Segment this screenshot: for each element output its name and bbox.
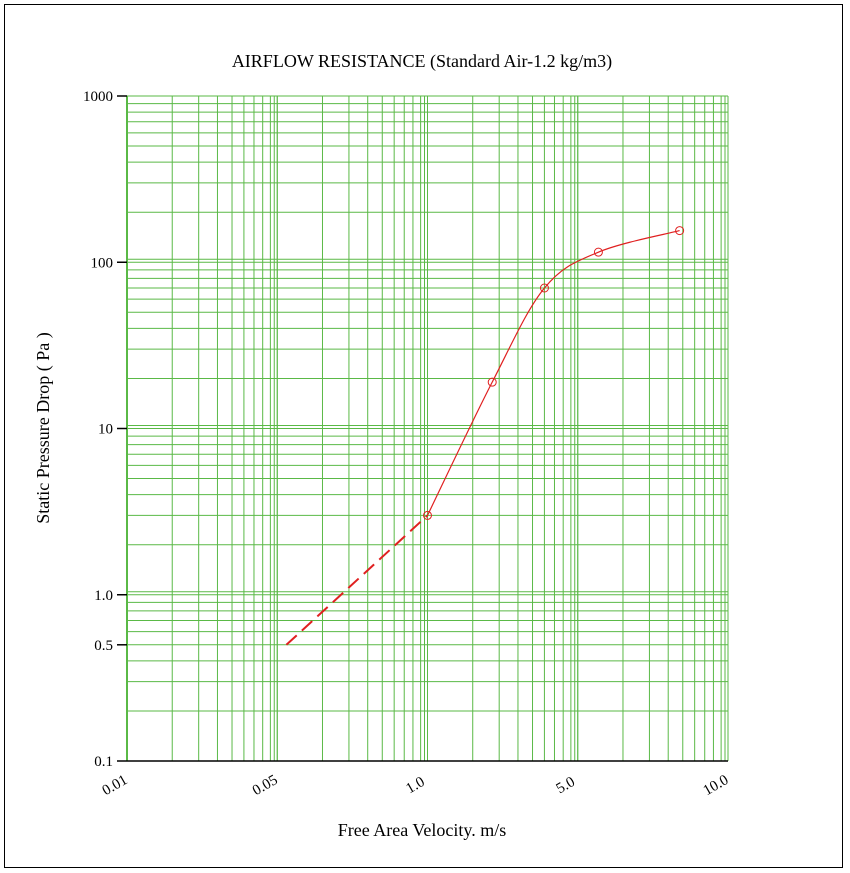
chart-frame: [4, 4, 843, 868]
y-tick-label: 1000: [83, 89, 113, 105]
x-axis-label: Free Area Velocity. m/s: [338, 820, 506, 840]
extrapolated-line: [285, 514, 429, 646]
series-line: [426, 230, 680, 516]
y-tick-label: 100: [91, 255, 114, 271]
y-tick-label: 0.1: [94, 754, 113, 770]
data-point: [539, 283, 549, 293]
data-point: [487, 377, 497, 387]
grid: [126, 95, 729, 762]
y-axis-label: Static Pressure Drop ( Pa ): [33, 332, 54, 523]
axes: [117, 95, 728, 762]
data-point: [423, 510, 432, 520]
data-point: [593, 247, 603, 257]
x-tick-label: 0.05: [250, 772, 281, 799]
x-tick-label: 5.0: [554, 774, 578, 797]
series-group: [285, 226, 685, 646]
x-tick-label: 0.01: [100, 772, 131, 799]
y-tick-label: 1.0: [94, 588, 113, 604]
chart-title: AIRFLOW RESISTANCE (Standard Air-1.2 kg/…: [232, 51, 612, 72]
y-tick-label: 0.5: [94, 638, 113, 654]
data-point: [675, 226, 685, 236]
y-tick-label: 10: [98, 422, 113, 438]
tick-labels: 1000 100 10 1.0 0.5 0.1 0.01 0.05 1.0 5.0 10.0: [83, 89, 731, 799]
x-tick-label: 1.0: [403, 774, 427, 797]
x-tick-label: 10.0: [701, 772, 732, 799]
